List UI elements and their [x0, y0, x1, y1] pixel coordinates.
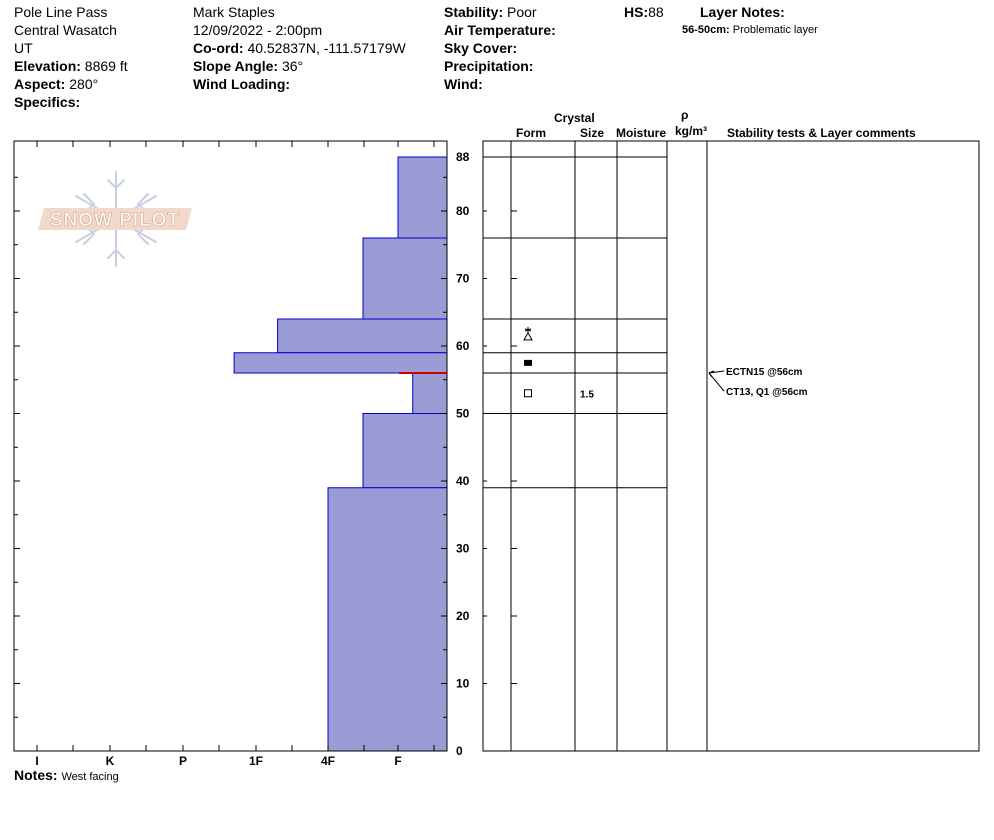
hardness-layer-bar [412, 372, 448, 414]
x-tick-label: K [106, 754, 115, 768]
state-name: UT [14, 40, 33, 56]
sky-cover-label: Sky Cover: [444, 40, 518, 56]
slope-label: Slope Angle: [193, 58, 279, 74]
observer-name: Mark Staples [193, 4, 275, 20]
elevation-value: 8869 ft [84, 58, 128, 74]
table-frame [482, 140, 980, 752]
stability-test-label: CT13, Q1 @56cm [726, 387, 808, 398]
observation-datetime: 12/09/2022 - 2:00pm [193, 22, 323, 38]
x-tick-label: 1F [249, 754, 263, 768]
elevation-row: Elevation: 8869 ft [14, 57, 128, 75]
hs-row: HS:88 [624, 3, 664, 21]
hardness-layer-bar [362, 413, 448, 489]
hs-label: HS: [624, 4, 649, 20]
rho-header: ρ [681, 108, 689, 122]
y-tick-label: 40 [456, 474, 470, 488]
location-name: Pole Line Pass [14, 4, 108, 20]
aspect-value: 280° [69, 76, 99, 92]
notes-label: Notes: [14, 767, 58, 783]
aspect-row: Aspect: 280° [14, 75, 98, 93]
moisture-header: Moisture [616, 126, 667, 140]
snowpilot-logo [38, 171, 192, 267]
faceted-symbol [524, 389, 532, 398]
coord-row: Co-ord: 40.52837N, -111.57179W [193, 39, 406, 57]
stability-test-label: ECTN15 @56cm [726, 367, 803, 378]
y-tick-label: 30 [456, 542, 470, 556]
wind-loading-label: Wind Loading: [193, 76, 291, 92]
x-tick-label: I [35, 754, 38, 768]
y-tick-label: 70 [456, 272, 470, 286]
y-tick-label: 88 [456, 150, 470, 164]
coord-label: Co-ord: [193, 40, 244, 56]
y-tick-label: 0 [456, 744, 463, 758]
y-tick-label: 60 [456, 339, 470, 353]
y-tick-label: 10 [456, 677, 470, 691]
x-tick-label: F [394, 754, 401, 768]
logo-text: SNOW PILOT [50, 210, 180, 231]
crystal-header: Crystal [554, 111, 595, 125]
elevation-label: Elevation: [14, 58, 81, 74]
hs-value: 88 [648, 4, 664, 20]
surface-hoar-symbol [523, 331, 533, 341]
test-pointer [708, 370, 725, 374]
layer-note-text: Problematic layer [732, 24, 818, 36]
notes-row: Notes: West facing [14, 766, 119, 784]
y-tick-label: 50 [456, 407, 470, 421]
hardness-layer-bar [362, 237, 448, 320]
air-temp-label: Air Temperature: [444, 22, 556, 38]
plot-frame [13, 140, 448, 752]
y-tick-label: 80 [456, 204, 470, 218]
precip-symbol [524, 326, 532, 333]
test-arrowhead [708, 370, 715, 378]
hardness-layer-bar [277, 318, 448, 354]
precip-label: Precipitation: [444, 58, 534, 74]
layer-notes-label: Layer Notes: [700, 4, 785, 20]
form-header: Form [516, 126, 546, 140]
x-tick-label: P [179, 754, 187, 768]
y-tick-label: 20 [456, 609, 470, 623]
crystal-size-label: 1.5 [580, 389, 594, 400]
density-unit-header: kg/m³ [675, 124, 708, 138]
specifics-label: Specifics: [14, 94, 81, 110]
coord-value: 40.52837N, -111.57179W [247, 40, 406, 56]
stability-value: Poor [507, 4, 537, 20]
notes-value: West facing [61, 771, 119, 783]
size-header: Size [580, 126, 605, 140]
stability-label: Stability: [444, 4, 504, 20]
wind-label: Wind: [444, 76, 483, 92]
stability-row: Stability: Poor [444, 3, 537, 21]
hardness-layer-bar [233, 352, 448, 374]
comments-header: Stability tests & Layer comments [727, 126, 916, 140]
hardness-layer-bar [327, 487, 448, 752]
slope-row: Slope Angle: 36° [193, 57, 303, 75]
aspect-label: Aspect: [14, 76, 66, 92]
range-name: Central Wasatch [14, 22, 117, 38]
faceted-rounded-symbol [524, 359, 532, 366]
hardness-layer-bar [397, 156, 448, 239]
layer-note-range: 56-50cm: [682, 24, 730, 36]
layer-note-row: 56-50cm: Problematic layer [682, 24, 818, 37]
x-tick-label: 4F [321, 754, 335, 768]
slope-value: 36° [281, 58, 304, 74]
